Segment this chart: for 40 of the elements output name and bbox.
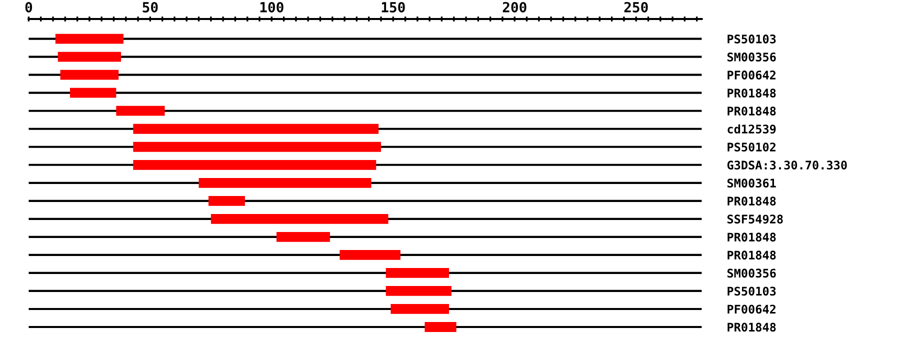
y-tick-label: PS50102 bbox=[728, 142, 776, 152]
x-tick-label: 200 bbox=[502, 2, 526, 12]
x-tick-label: 50 bbox=[142, 2, 158, 12]
y-tick-label: PR01848 bbox=[728, 322, 776, 332]
y-tick-label: PS50103 bbox=[728, 286, 776, 296]
bar bbox=[60, 70, 119, 80]
y-tick-label: SM00356 bbox=[727, 268, 776, 278]
y-tick-label: cd12539 bbox=[728, 124, 776, 134]
x-tick-label: 250 bbox=[624, 2, 648, 12]
x-tick-label: 100 bbox=[260, 2, 284, 12]
x-tick-label: 0 bbox=[25, 2, 32, 12]
bar bbox=[424, 322, 456, 332]
y-tick-label: PS50103 bbox=[728, 34, 776, 44]
y-tick-label: PF00642 bbox=[728, 304, 776, 314]
bar bbox=[386, 268, 450, 278]
bar bbox=[198, 178, 372, 188]
y-tick-label: PR01848 bbox=[728, 106, 776, 116]
bar bbox=[133, 160, 376, 170]
bar bbox=[386, 286, 452, 296]
bar bbox=[55, 34, 124, 44]
bar bbox=[340, 250, 400, 260]
bar bbox=[210, 214, 388, 224]
bar bbox=[208, 196, 245, 206]
y-tick-label: PR01848 bbox=[728, 196, 776, 206]
y-tick-label: SM00361 bbox=[727, 178, 776, 188]
bar bbox=[276, 232, 330, 242]
bar bbox=[116, 106, 165, 116]
y-tick-label: PR01848 bbox=[728, 250, 776, 260]
x-tick-label: 150 bbox=[382, 2, 405, 12]
bar bbox=[390, 304, 450, 314]
y-tick-label: SM00356 bbox=[727, 52, 776, 62]
y-tick-label: PF00642 bbox=[728, 70, 776, 80]
bar bbox=[58, 52, 122, 62]
y-tick-label: G3DSA:3.30.70.330 bbox=[727, 160, 847, 170]
y-tick-label: SSF54928 bbox=[727, 214, 783, 224]
bar bbox=[70, 88, 116, 98]
bar bbox=[133, 142, 381, 152]
y-tick-label: PR01848 bbox=[728, 232, 776, 242]
bar bbox=[133, 124, 379, 134]
y-tick-label: PR01848 bbox=[728, 88, 776, 98]
